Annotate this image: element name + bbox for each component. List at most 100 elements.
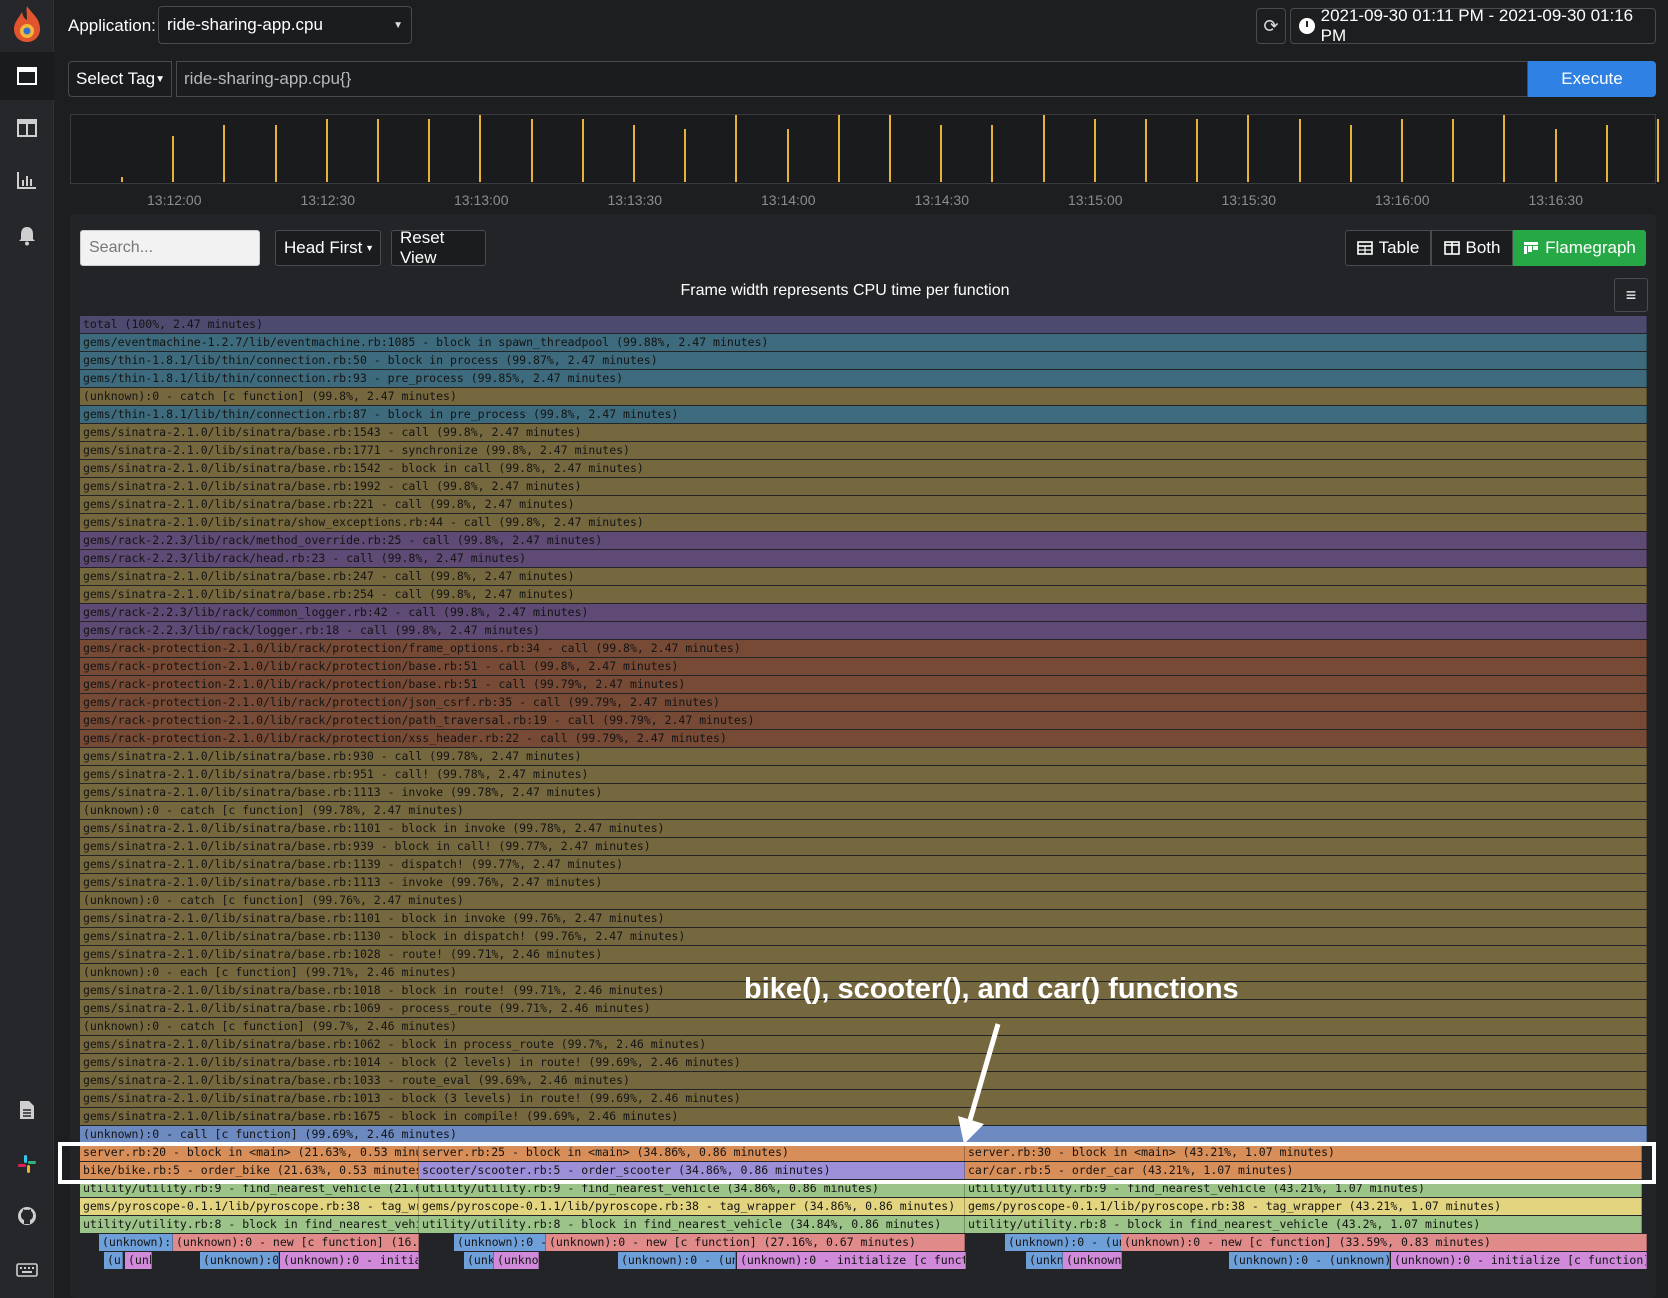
application-select[interactable]: ride-sharing-app.cpu ▼ (158, 6, 412, 44)
flame-frame[interactable]: (unknown):0 - new [c function] (99, 1234, 173, 1251)
flame-frame[interactable]: utility/utility.rb:8 - block in find_nea… (80, 1216, 419, 1233)
flame-frame[interactable]: scooter/scooter.rb:5 - order_scooter (34… (419, 1162, 965, 1179)
head-first-dropdown[interactable]: Head First ▼ (275, 230, 381, 266)
flame-frame[interactable]: gems/thin-1.8.1/lib/thin/connection.rb:8… (80, 406, 1647, 423)
execute-button[interactable]: Execute (1528, 61, 1656, 97)
flame-frame[interactable]: (unknown):0 - catch [c function] (99.7%,… (80, 1018, 1647, 1035)
flame-frame[interactable]: utility/utility.rb:9 - find_nearest_vehi… (419, 1180, 965, 1197)
flame-frame[interactable]: gems/rack-protection-2.1.0/lib/rack/prot… (80, 730, 1647, 747)
flame-frame[interactable]: gems/sinatra-2.1.0/lib/sinatra/base.rb:1… (80, 1054, 1647, 1071)
flame-frame[interactable]: gems/eventmachine-1.2.7/lib/eventmachine… (80, 334, 1647, 351)
flame-frame[interactable]: (unknown):0 - initialize [c function] (1… (1391, 1252, 1647, 1269)
flame-frame[interactable]: gems/pyroscope-0.1.1/lib/pyroscope.rb:38… (419, 1198, 965, 1215)
flame-frame[interactable]: server.rb:20 - block in <main> (21.63%, … (80, 1144, 419, 1161)
flame-frame[interactable]: (unknown):0 - (unknown) (1063, 1252, 1122, 1269)
flame-frame[interactable]: gems/sinatra-2.1.0/lib/sinatra/base.rb:1… (80, 1090, 1647, 1107)
flame-frame[interactable]: gems/sinatra-2.1.0/lib/sinatra/base.rb:1… (80, 982, 1647, 999)
flame-frame[interactable]: gems/rack-2.2.3/lib/rack/common_logger.r… (80, 604, 1647, 621)
flame-frame[interactable]: (unknown):0 - initialize [c function] (8… (280, 1252, 419, 1269)
flame-frame[interactable]: (unknown):0 - (unknown) (1229, 1252, 1390, 1269)
flame-frame[interactable]: (unknown):0 - new [c function] (16.93%, … (173, 1234, 419, 1251)
flame-frame[interactable]: (unknown):0 - new [c function] (33.59%, … (1121, 1234, 1647, 1251)
flame-frame[interactable]: (unknown):0 - catch [c function] (99.78%… (80, 802, 1647, 819)
flame-frame[interactable]: (unknown):0 - (unknown) (125, 1252, 152, 1269)
flame-frame[interactable]: gems/pyroscope-0.1.1/lib/pyroscope.rb:38… (965, 1198, 1642, 1215)
pyroscope-logo-icon[interactable] (10, 4, 44, 44)
both-view-button[interactable]: Both (1431, 230, 1513, 266)
single-view-icon[interactable] (0, 52, 54, 100)
flame-frame[interactable]: gems/sinatra-2.1.0/lib/sinatra/base.rb:1… (80, 1036, 1647, 1053)
flame-frame[interactable]: gems/rack-protection-2.1.0/lib/rack/prot… (80, 658, 1647, 675)
flame-frame[interactable]: gems/rack-protection-2.1.0/lib/rack/prot… (80, 676, 1647, 693)
flame-frame[interactable]: gems/thin-1.8.1/lib/thin/connection.rb:9… (80, 370, 1647, 387)
flame-frame[interactable]: (unknown):0 - (unknown) (618, 1252, 736, 1269)
hamburger-menu-icon[interactable]: ≡ (1614, 278, 1648, 312)
flame-frame[interactable]: total (100%, 2.47 minutes) (80, 316, 1647, 333)
flame-frame[interactable]: (unknown):0 - each [c function] (99.71%,… (80, 964, 1647, 981)
flame-frame[interactable]: (unknown):0 - (unknown) (494, 1252, 539, 1269)
flame-frame[interactable]: gems/sinatra-2.1.0/lib/sinatra/base.rb:2… (80, 496, 1647, 513)
flame-frame[interactable]: gems/sinatra-2.1.0/lib/sinatra/base.rb:2… (80, 586, 1647, 603)
flame-frame[interactable]: (unknown):0 - (unknown) (200, 1252, 279, 1269)
table-view-button[interactable]: Table (1345, 230, 1431, 266)
comparison-view-icon[interactable] (0, 104, 54, 152)
flame-frame[interactable]: bike/bike.rb:5 - order_bike (21.63%, 0.5… (80, 1162, 419, 1179)
flame-frame[interactable]: gems/sinatra-2.1.0/lib/sinatra/base.rb:9… (80, 748, 1647, 765)
flame-frame[interactable]: gems/sinatra-2.1.0/lib/sinatra/base.rb:2… (80, 568, 1647, 585)
reset-view-button[interactable]: Reset View (391, 228, 486, 267)
flame-frame[interactable]: (unknown):0 - (unknown) (1026, 1252, 1063, 1269)
flame-frame[interactable]: (unknown):0 - catch [c function] (99.76%… (80, 892, 1647, 909)
flame-frame[interactable]: (unknown):0 - new [c function] (27.16%, … (546, 1234, 965, 1251)
slack-icon[interactable] (0, 1140, 54, 1188)
flame-frame[interactable]: utility/utility.rb:9 - find_nearest_vehi… (965, 1180, 1642, 1197)
flame-frame[interactable]: gems/rack-2.2.3/lib/rack/logger.rb:18 - … (80, 622, 1647, 639)
flame-frame[interactable]: gems/sinatra-2.1.0/lib/sinatra/base.rb:1… (80, 928, 1647, 945)
flame-frame[interactable]: gems/sinatra-2.1.0/lib/sinatra/base.rb:1… (80, 856, 1647, 873)
github-icon[interactable] (0, 1192, 54, 1240)
flame-frame[interactable]: gems/sinatra-2.1.0/lib/sinatra/base.rb:1… (80, 1108, 1647, 1125)
flame-frame[interactable]: server.rb:30 - block in <main> (43.21%, … (965, 1144, 1642, 1161)
flame-frame[interactable]: gems/sinatra-2.1.0/lib/sinatra/base.rb:1… (80, 784, 1647, 801)
flame-frame[interactable]: (unknown):0 - call [c function] (99.69%,… (80, 1126, 1647, 1143)
flame-frame[interactable]: gems/sinatra-2.1.0/lib/sinatra/base.rb:9… (80, 838, 1647, 855)
diff-view-chart-icon[interactable] (0, 156, 54, 204)
flame-frame[interactable]: utility/utility.rb:8 - block in find_nea… (419, 1216, 965, 1233)
flame-frame[interactable]: (unknown):0 - new [c function] (454, 1234, 546, 1251)
flame-frame[interactable]: utility/utility.rb:8 - block in find_nea… (965, 1216, 1642, 1233)
date-range-picker[interactable]: 2021-09-30 01:11 PM - 2021-09-30 01:16 P… (1290, 6, 1656, 45)
flame-frame[interactable]: car/car.rb:5 - order_car (43.21%, 1.07 m… (965, 1162, 1642, 1179)
search-input[interactable]: Search... (80, 230, 260, 266)
flame-frame[interactable]: gems/thin-1.8.1/lib/thin/connection.rb:5… (80, 352, 1647, 369)
flame-frame[interactable]: (unknown):0 - (unknown) (464, 1252, 494, 1269)
flame-frame[interactable]: gems/sinatra-2.1.0/lib/sinatra/base.rb:1… (80, 442, 1647, 459)
flame-frame[interactable]: gems/sinatra-2.1.0/lib/sinatra/base.rb:1… (80, 874, 1647, 891)
query-input[interactable]: ride-sharing-app.cpu{} (176, 61, 1528, 97)
flame-frame[interactable]: gems/sinatra-2.1.0/lib/sinatra/base.rb:1… (80, 460, 1647, 477)
flame-frame[interactable]: gems/rack-2.2.3/lib/rack/method_override… (80, 532, 1647, 549)
alerts-bell-icon[interactable] (0, 212, 54, 260)
flamegraph-view-button[interactable]: Flamegraph (1513, 230, 1646, 266)
flame-frame[interactable]: gems/rack-protection-2.1.0/lib/rack/prot… (80, 694, 1647, 711)
flame-frame[interactable]: gems/pyroscope-0.1.1/lib/pyroscope.rb:38… (80, 1198, 419, 1215)
flame-frame[interactable]: gems/sinatra-2.1.0/lib/sinatra/base.rb:1… (80, 820, 1647, 837)
flame-frame[interactable]: gems/sinatra-2.1.0/lib/sinatra/show_exce… (80, 514, 1647, 531)
flame-frame[interactable]: gems/sinatra-2.1.0/lib/sinatra/base.rb:1… (80, 424, 1647, 441)
flame-frame[interactable]: gems/sinatra-2.1.0/lib/sinatra/base.rb:9… (80, 766, 1647, 783)
flame-frame[interactable]: gems/rack-protection-2.1.0/lib/rack/prot… (80, 640, 1647, 657)
flame-frame[interactable]: (unknown):0 - (unknown) (1005, 1234, 1122, 1251)
flame-frame[interactable]: gems/sinatra-2.1.0/lib/sinatra/base.rb:1… (80, 1072, 1647, 1089)
flame-frame[interactable]: gems/sinatra-2.1.0/lib/sinatra/base.rb:1… (80, 478, 1647, 495)
flame-frame[interactable]: (unknown):0 - catch [c function] (99.8%,… (80, 388, 1647, 405)
flame-frame[interactable]: gems/sinatra-2.1.0/lib/sinatra/base.rb:1… (80, 910, 1647, 927)
flamegraph[interactable]: total (100%, 2.47 minutes) gems/eventmach… (80, 316, 1647, 1284)
flame-frame[interactable]: gems/rack-protection-2.1.0/lib/rack/prot… (80, 712, 1647, 729)
docs-file-icon[interactable] (0, 1086, 54, 1134)
flame-frame[interactable]: gems/sinatra-2.1.0/lib/sinatra/base.rb:1… (80, 946, 1647, 963)
refresh-button[interactable]: ⟳ (1256, 8, 1286, 44)
flame-frame[interactable]: gems/sinatra-2.1.0/lib/sinatra/base.rb:1… (80, 1000, 1647, 1017)
keyboard-shortcuts-icon[interactable] (0, 1246, 54, 1294)
flame-frame[interactable]: gems/rack-2.2.3/lib/rack/head.rb:23 - ca… (80, 550, 1647, 567)
timeline-chart[interactable] (70, 114, 1659, 184)
flame-frame[interactable]: (unknown) (104, 1252, 123, 1269)
flame-frame[interactable]: utility/utility.rb:9 - find_nearest_vehi… (80, 1180, 419, 1197)
